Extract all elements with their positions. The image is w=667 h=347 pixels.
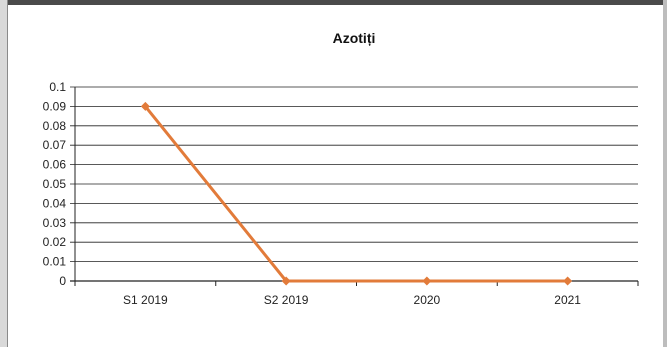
left-border [0,0,8,347]
y-tick-label: 0 [59,274,66,288]
x-tick-label: 2020 [414,293,441,307]
x-axis-labels: S1 2019 S2 2019 2020 2021 [123,293,581,307]
series-group [140,101,573,286]
y-tick-label: 0.07 [43,138,67,152]
data-point-marker [563,276,573,286]
y-tick-label: 0.09 [43,99,67,113]
y-tick-label: 0.1 [49,80,66,94]
y-tick-label: 0.04 [43,196,67,210]
y-tick-label: 0.03 [43,216,67,230]
x-tick-label: S1 2019 [123,293,168,307]
series-line [144,105,568,283]
data-point-marker [422,276,432,286]
y-tick-label: 0.02 [43,235,67,249]
data-point-marker [281,276,291,286]
x-tick-label: 2021 [554,293,581,307]
y-tick-label: 0.05 [43,177,67,191]
data-point-marker [140,101,150,111]
y-tick-label: 0.08 [43,119,67,133]
x-tick-label: S2 2019 [264,293,309,307]
y-axis-labels: 0 0.01 0.02 0.03 0.04 0.05 0.06 0.07 0.08 0.09 0.1 [43,80,67,288]
chart-title: Azotiți [333,30,376,46]
y-tick-label: 0.06 [43,158,67,172]
right-border [663,0,667,347]
top-border [0,0,667,5]
y-tick-label: 0.01 [43,255,67,269]
gridlines [70,86,638,282]
